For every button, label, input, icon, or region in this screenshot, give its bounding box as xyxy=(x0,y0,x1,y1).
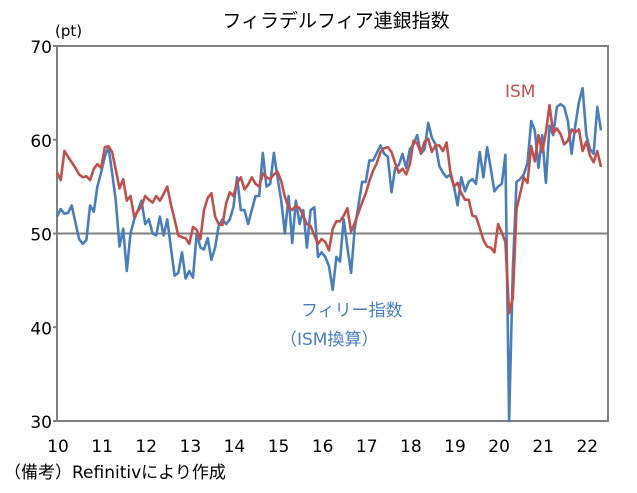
source-note: （備考）Refinitivにより作成 xyxy=(4,463,226,483)
x-tick-label: 18 xyxy=(400,437,422,457)
legend-ism: ISM xyxy=(505,82,535,102)
x-tick-label: 16 xyxy=(312,437,334,457)
ism-line xyxy=(55,103,603,315)
x-tick-label: 15 xyxy=(268,437,290,457)
y-axis-unit: (pt) xyxy=(55,22,82,40)
x-tick-label: 22 xyxy=(576,437,598,457)
x-tick-label: 17 xyxy=(356,437,378,457)
y-tick-label: 50 xyxy=(30,226,52,246)
x-tick-label: 11 xyxy=(91,437,113,457)
x-axis: 10 11 12 13 14 15 16 17 18 19 20 21 22 xyxy=(47,437,598,457)
x-tick-label: 12 xyxy=(135,437,157,457)
x-tick-label: 14 xyxy=(224,437,246,457)
y-tick-label: 60 xyxy=(30,132,52,152)
chart-title: フィラデルフィア連銀指数 xyxy=(222,10,449,32)
x-tick-label: 10 xyxy=(47,437,69,457)
x-tick-label: 20 xyxy=(488,437,510,457)
series-lines xyxy=(55,86,603,423)
x-tick-label: 19 xyxy=(444,437,466,457)
x-tick-label: 21 xyxy=(532,437,554,457)
legend-philly-sub: （ISM換算） xyxy=(280,330,378,350)
philly-index-line xyxy=(55,86,603,423)
y-tick-label: 70 xyxy=(30,38,52,58)
legend-philly: フィリー指数 xyxy=(301,301,403,321)
y-axis: 30 40 50 60 70 xyxy=(30,38,57,433)
x-tick-label: 13 xyxy=(180,437,202,457)
y-tick-label: 40 xyxy=(30,319,52,339)
y-tick-label: 30 xyxy=(30,413,52,433)
